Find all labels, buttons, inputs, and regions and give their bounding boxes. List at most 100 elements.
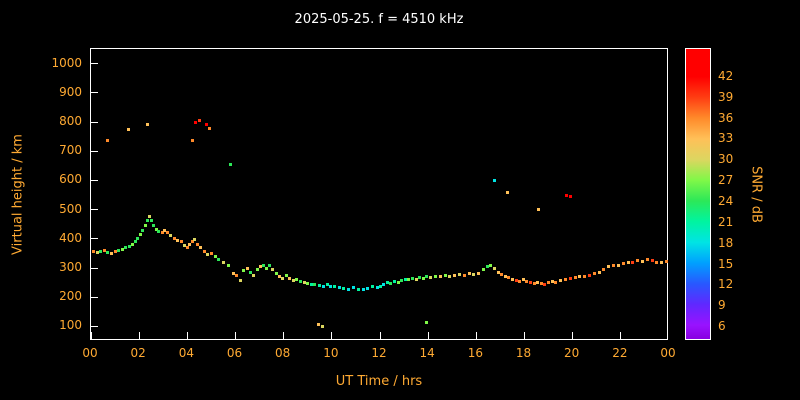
data-point — [195, 242, 199, 246]
data-point — [321, 284, 325, 288]
data-point — [403, 277, 407, 281]
data-point — [329, 284, 333, 288]
data-point — [389, 281, 393, 285]
data-point — [462, 273, 466, 277]
data-point — [371, 285, 375, 289]
data-point — [597, 270, 601, 274]
data-point — [143, 224, 147, 228]
data-point — [242, 269, 246, 273]
y-tick-label: 600 — [59, 172, 82, 187]
x-tick-mark — [283, 332, 285, 339]
data-point — [120, 247, 124, 251]
data-point — [525, 279, 529, 283]
data-point — [514, 278, 518, 282]
y-tick-label: 300 — [59, 260, 82, 274]
data-point — [378, 284, 382, 288]
data-point — [438, 275, 442, 279]
colorbar-tick-label: 33 — [718, 131, 734, 146]
data-point — [209, 251, 213, 255]
data-point — [288, 277, 292, 280]
x-tick-mark — [572, 332, 574, 339]
data-point — [356, 287, 360, 291]
data-point — [149, 219, 153, 223]
data-point — [347, 287, 351, 291]
data-point — [206, 253, 210, 257]
data-point — [650, 259, 654, 263]
data-point — [172, 236, 176, 240]
x-tick-label: 06 — [226, 346, 243, 360]
data-point — [418, 275, 422, 279]
y-tick-label: 900 — [59, 84, 82, 99]
data-point — [166, 231, 170, 235]
data-point — [621, 262, 625, 266]
y-tick-mark — [91, 296, 98, 298]
data-point — [503, 274, 507, 278]
data-point — [194, 120, 198, 124]
data-point — [134, 240, 138, 244]
data-point — [128, 244, 132, 248]
y-tick-mark — [91, 150, 98, 152]
data-point — [284, 274, 288, 278]
data-point — [146, 123, 150, 127]
data-point — [267, 263, 271, 267]
data-point — [113, 250, 117, 254]
data-point — [554, 280, 558, 284]
data-point — [641, 260, 644, 264]
data-point — [264, 266, 268, 270]
data-point — [179, 240, 183, 244]
data-point — [106, 250, 110, 254]
x-tick-label: 12 — [371, 346, 387, 360]
data-point — [443, 273, 447, 277]
data-point — [510, 277, 514, 281]
data-point — [302, 281, 306, 285]
data-point — [573, 275, 577, 279]
data-point — [332, 285, 336, 289]
data-point — [602, 267, 606, 271]
data-point — [207, 126, 211, 130]
data-point — [382, 282, 386, 286]
data-point — [117, 248, 121, 252]
x-tick-label: 08 — [275, 346, 291, 360]
data-point — [168, 234, 172, 238]
data-point — [313, 283, 317, 287]
x-tick-label: 20 — [564, 346, 580, 360]
data-point — [559, 278, 563, 282]
data-point — [185, 246, 189, 250]
data-point — [492, 178, 496, 182]
data-point — [568, 194, 572, 198]
x-tick-label: 00 — [660, 346, 676, 360]
data-point — [126, 127, 130, 131]
data-point — [631, 261, 635, 265]
data-point — [366, 286, 370, 290]
data-point — [414, 277, 418, 281]
data-point — [124, 246, 128, 250]
y-tick-label: 200 — [59, 289, 82, 304]
plot-area — [90, 48, 669, 340]
data-point — [325, 283, 329, 287]
colorbar-tick-label: 39 — [718, 89, 734, 104]
data-point — [636, 259, 640, 263]
y-tick-label: 800 — [59, 114, 82, 128]
data-point — [157, 230, 161, 234]
data-point — [392, 279, 396, 283]
data-point — [320, 324, 324, 328]
data-point — [352, 286, 355, 290]
x-tick-mark — [331, 332, 333, 339]
data-point — [496, 270, 500, 274]
y-tick-mark — [91, 267, 98, 269]
chart-title: 2025-05-25. f = 4510 kHz — [294, 12, 464, 27]
colorbar-tick-label: 21 — [718, 214, 734, 229]
data-point — [246, 266, 250, 270]
data-point — [106, 139, 110, 143]
data-point — [162, 228, 166, 232]
data-point — [309, 282, 313, 286]
data-point — [453, 273, 457, 277]
y-tick-mark — [91, 325, 98, 327]
y-tick-mark — [91, 121, 98, 123]
data-point — [277, 275, 281, 279]
x-tick-mark — [620, 332, 622, 339]
x-tick-mark — [91, 332, 92, 339]
colorbar-tick-label: 24 — [718, 193, 734, 208]
data-point — [342, 286, 346, 290]
x-axis-label: UT Time / hrs — [335, 374, 423, 389]
